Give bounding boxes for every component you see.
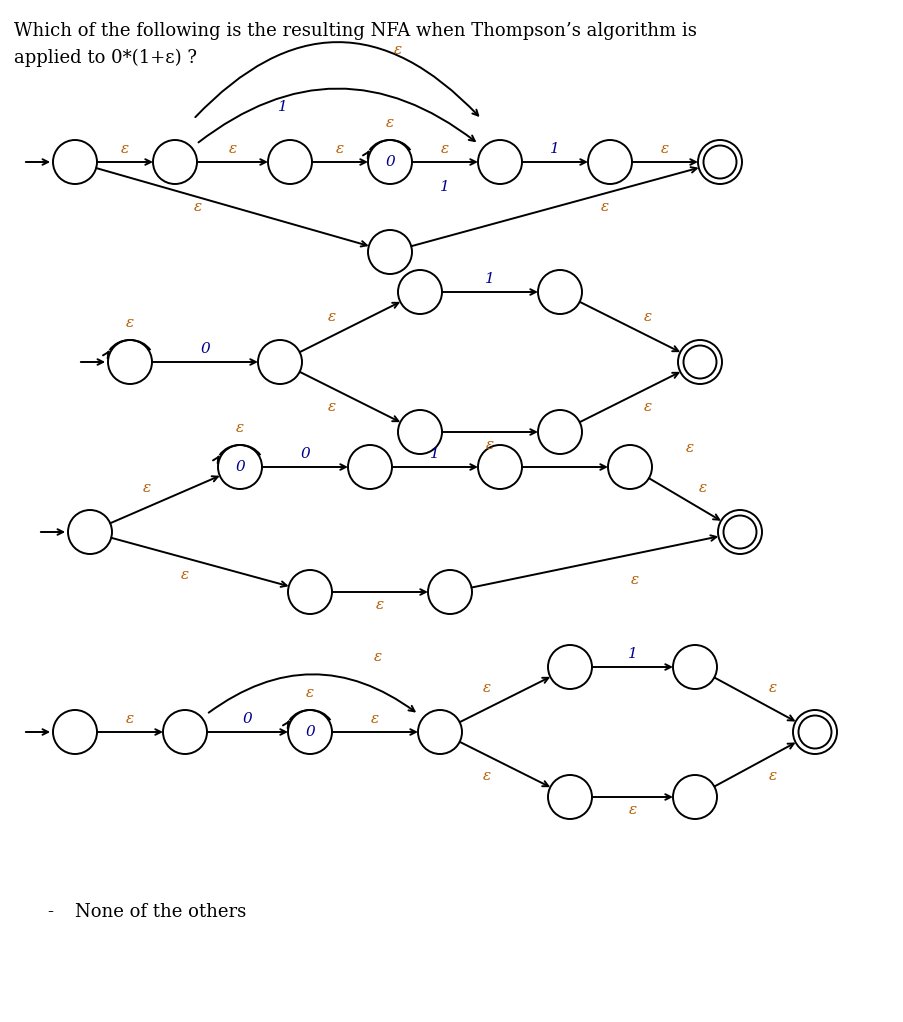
Text: ε: ε: [643, 400, 651, 414]
Text: ε: ε: [181, 568, 189, 582]
Text: 0: 0: [385, 155, 395, 169]
Text: -: -: [47, 903, 53, 921]
Text: ε: ε: [698, 480, 706, 495]
Text: ε: ε: [193, 200, 201, 214]
Text: applied to 0*(1+ε) ?: applied to 0*(1+ε) ?: [14, 49, 197, 67]
Text: ε: ε: [373, 650, 381, 664]
Text: ε: ε: [328, 310, 336, 324]
Text: ε: ε: [386, 115, 394, 130]
Text: ε: ε: [600, 200, 609, 214]
Text: ε: ε: [630, 573, 638, 587]
Text: ε: ε: [768, 681, 777, 695]
Text: 1: 1: [627, 647, 637, 661]
Text: 1: 1: [550, 142, 559, 156]
Text: 1: 1: [277, 100, 287, 114]
Text: ε: ε: [370, 712, 378, 726]
Text: 1: 1: [440, 180, 450, 194]
Text: ε: ε: [126, 712, 134, 726]
Text: ε: ε: [685, 442, 694, 455]
Text: ε: ε: [228, 142, 237, 156]
Text: 1: 1: [485, 272, 494, 286]
Text: ε: ε: [628, 803, 636, 817]
Text: ε: ε: [486, 438, 494, 452]
Text: ε: ε: [660, 142, 668, 156]
Text: ε: ε: [482, 770, 490, 784]
Text: 0: 0: [305, 725, 314, 739]
Text: ε: ε: [393, 43, 401, 57]
Text: 0: 0: [200, 342, 209, 356]
Text: 1: 1: [430, 447, 440, 461]
Text: ε: ε: [121, 142, 129, 156]
Text: ε: ε: [143, 480, 151, 495]
Text: ε: ε: [441, 142, 449, 156]
Text: 0: 0: [242, 712, 252, 726]
Text: Which of the following is the resulting NFA when Thompson’s algorithm is: Which of the following is the resulting …: [14, 22, 696, 40]
Text: ε: ε: [482, 681, 490, 695]
Text: ε: ε: [376, 598, 384, 612]
Text: ε: ε: [126, 316, 134, 330]
Text: 0: 0: [300, 447, 310, 461]
Text: ε: ε: [328, 400, 336, 414]
Text: ε: ε: [305, 686, 313, 700]
Text: ε: ε: [236, 421, 244, 434]
Text: ε: ε: [643, 310, 651, 324]
Text: 0: 0: [235, 460, 245, 474]
Text: ε: ε: [336, 142, 344, 156]
Text: None of the others: None of the others: [75, 903, 246, 921]
Text: ε: ε: [768, 770, 777, 784]
